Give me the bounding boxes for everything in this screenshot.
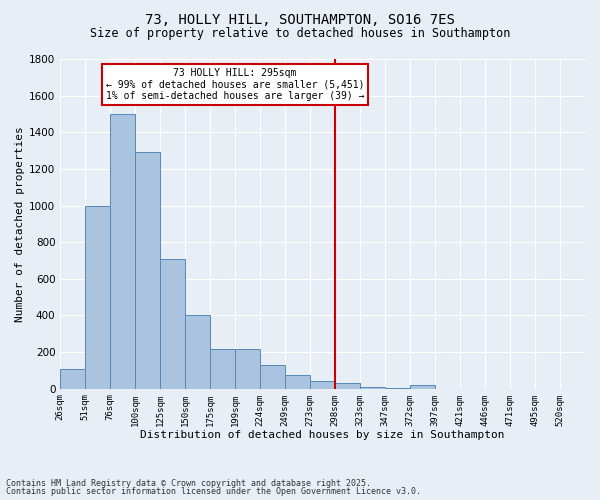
Bar [110,114,135,388]
Bar [210,350,235,389]
Text: Contains public sector information licensed under the Open Government Licence v3: Contains public sector information licen… [6,487,421,496]
Bar [160,258,185,388]
Text: 73 HOLLY HILL: 295sqm
← 99% of detached houses are smaller (5,451)
1% of semi-de: 73 HOLLY HILL: 295sqm ← 99% of detached … [106,68,364,102]
Text: Size of property relative to detached houses in Southampton: Size of property relative to detached ho… [90,28,510,40]
Bar [260,365,285,388]
Bar [235,350,260,389]
X-axis label: Distribution of detached houses by size in Southampton: Distribution of detached houses by size … [140,430,505,440]
Bar [285,375,310,388]
Bar [185,316,210,388]
Bar [410,385,435,388]
Bar [60,368,85,388]
Bar [85,206,110,388]
Text: Contains HM Land Registry data © Crown copyright and database right 2025.: Contains HM Land Registry data © Crown c… [6,478,371,488]
Y-axis label: Number of detached properties: Number of detached properties [15,126,25,322]
Bar [135,152,160,388]
Text: 73, HOLLY HILL, SOUTHAMPTON, SO16 7ES: 73, HOLLY HILL, SOUTHAMPTON, SO16 7ES [145,12,455,26]
Bar [310,382,335,388]
Bar [360,387,385,388]
Bar [335,383,360,388]
